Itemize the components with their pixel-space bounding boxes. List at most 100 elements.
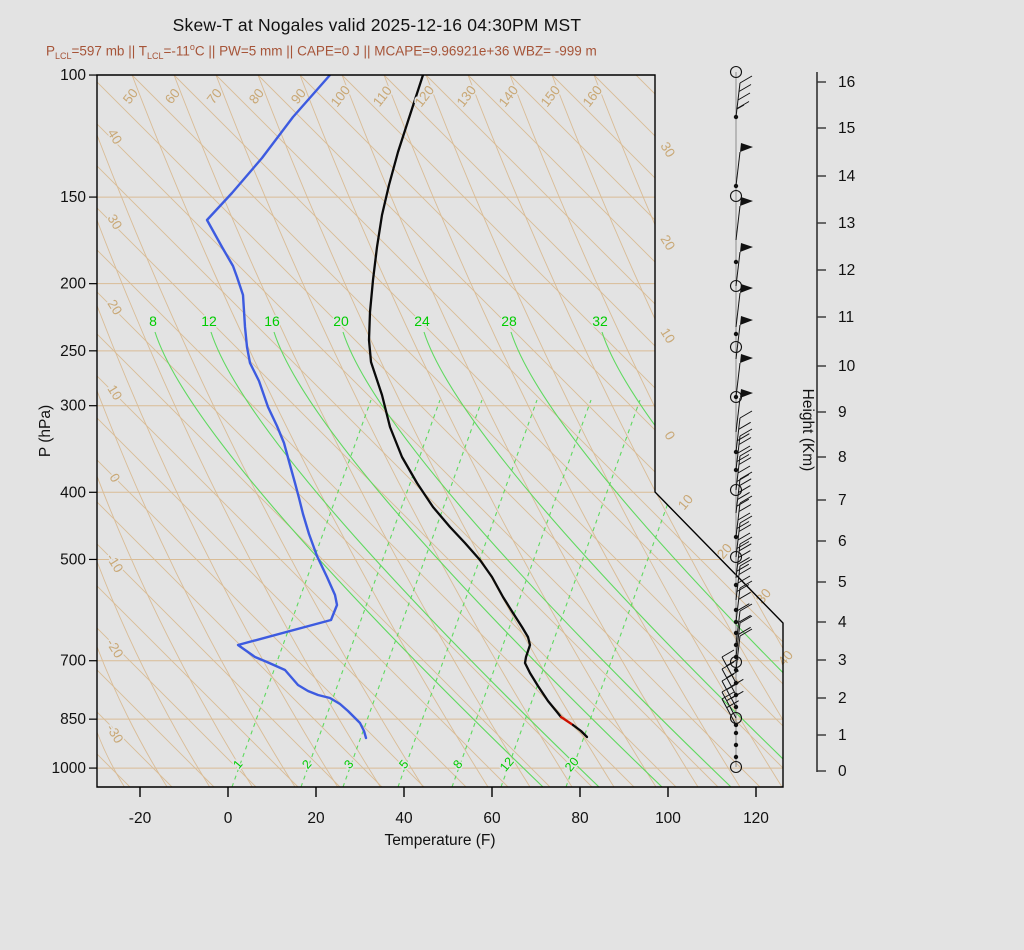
plot-area: [97, 75, 783, 787]
dewpoint-trace: [205, 75, 368, 740]
wind-barb: [729, 340, 743, 354]
info-line-segment: P: [46, 43, 56, 59]
edge-label-right: 30: [657, 139, 678, 160]
isotherm-label-top: 140: [496, 83, 522, 110]
wind-barb-feather: [721, 691, 735, 700]
wind-barb-feather: [726, 670, 739, 679]
wind-barb-feather: [738, 591, 751, 600]
height-axis-tick-label: 3: [838, 652, 847, 669]
wind-barb-feather: [738, 524, 752, 532]
moist-adiabat-label: 20: [333, 313, 349, 329]
dry-adiabat-line: [97, 305, 339, 787]
wind-barb-staff: [735, 478, 741, 514]
dry-adiabat-line: [97, 134, 424, 787]
wind-barb-feather: [737, 465, 751, 474]
wind-barb: [733, 331, 739, 337]
mixing-ratio-label: 5: [396, 757, 411, 771]
wind-barb: [733, 410, 753, 455]
height-axis-tick-label: 11: [838, 309, 854, 326]
edge-label-bevel: 20: [714, 541, 735, 562]
wind-barb-flag: [740, 197, 753, 206]
dry-adiabat-line: [97, 390, 296, 787]
isotherm-line: [425, 75, 783, 787]
wind-barb-staff: [735, 397, 741, 433]
isotherm-line: [97, 75, 341, 787]
height-axis-tick-label: 4: [838, 614, 847, 631]
isotherm-line: [97, 75, 257, 787]
wind-barb-feather: [737, 575, 751, 584]
wind-barb-feather: [738, 421, 751, 430]
wind-barb-feather: [738, 567, 752, 575]
height-axis-tick-label: 13: [838, 215, 855, 232]
mixing-ratio-lines: [231, 399, 706, 787]
dry-adiabat-line: [425, 75, 783, 787]
info-line-segment: C || PW=5 mm || CAPE=0 J || MCAPE=9.9692…: [194, 43, 597, 59]
isotherm-label-top: 130: [454, 83, 480, 110]
wind-barb-feather: [739, 410, 753, 419]
moist-adiabat-label: 16: [264, 313, 280, 329]
height-axis-title: Height (Km): [799, 389, 816, 472]
wind-barb-feather: [726, 658, 739, 667]
wind-barb: [735, 471, 753, 514]
info-line-segment: o: [189, 42, 195, 52]
wind-barb: [733, 143, 753, 189]
wind-barb-feather: [737, 491, 750, 500]
wind-barb: [735, 284, 753, 328]
isotherm-label-top: 160: [580, 83, 606, 110]
wind-barb-feather: [738, 504, 752, 512]
isotherm-line: [635, 75, 783, 787]
wind-barb-feather: [737, 92, 751, 101]
x-axis-tick-label: 60: [483, 810, 501, 827]
height-axis-tick-label: 0: [838, 763, 847, 780]
wind-barb-feather: [736, 498, 750, 507]
pressure-axis-tick-label: 150: [60, 189, 86, 206]
x-axis-tick-label: 80: [571, 810, 589, 827]
moist-adiabat-label: 12: [201, 313, 217, 329]
wind-barb: [735, 389, 753, 433]
wind-barb-staff: [735, 151, 741, 187]
wind-barb-feather: [721, 673, 735, 682]
mixing-ratio-label: 20: [562, 755, 582, 775]
wind-barb: [735, 316, 753, 360]
moist-adiabat-lines: [154, 331, 783, 787]
height-axis-tick-label: 14: [838, 168, 856, 185]
mixing-ratio-label: 8: [450, 757, 465, 771]
moist-adiabat-line: [210, 331, 600, 787]
wind-barb: [733, 603, 753, 648]
wind-barb: [733, 730, 739, 736]
isotherm-line: [97, 75, 761, 787]
height-axis-tick-label: 8: [838, 449, 847, 466]
wind-barb-feather: [739, 495, 753, 504]
wind-barb-staff: [735, 610, 741, 646]
wind-barb-feather: [738, 614, 751, 623]
wind-barb-feather: [721, 649, 735, 658]
moist-adiabat-label: 32: [592, 313, 608, 329]
wind-barb-flag: [740, 389, 753, 398]
wind-barb-station-dot: [733, 331, 739, 337]
pressure-axis-tick-label: 250: [60, 343, 86, 360]
isotherm-line: [97, 75, 383, 787]
wind-barb-station-dot: [733, 534, 739, 540]
wind-barb-feather: [739, 603, 753, 612]
height-axis-tick-label: 6: [838, 533, 847, 550]
height-axis-tick-label: 9: [838, 404, 847, 421]
x-axis-tick-label: 0: [224, 810, 233, 827]
mixing-ratio-line: [565, 399, 706, 787]
wind-barb-feather: [739, 471, 753, 480]
wind-barb: [729, 65, 743, 79]
isotherm-line: [299, 75, 783, 787]
wind-barb-column: [721, 65, 753, 774]
wind-barb: [735, 197, 753, 241]
wind-barb: [733, 742, 739, 748]
wind-barb: [735, 558, 753, 601]
height-axis-tick-label: 10: [838, 358, 856, 375]
wind-barb: [721, 684, 743, 725]
dry-adiabat-line: [97, 646, 168, 787]
pressure-axis-tick-label: 300: [60, 398, 86, 415]
x-axis-tick-label: 20: [307, 810, 325, 827]
x-axis-tick-label: 100: [655, 810, 681, 827]
wind-barb-station-dot: [733, 449, 739, 455]
